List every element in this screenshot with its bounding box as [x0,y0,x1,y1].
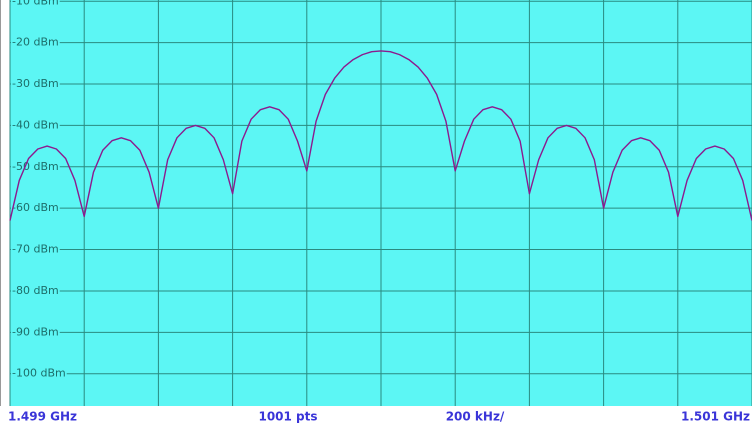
y-tick-label: -90 dBm [12,325,59,338]
y-tick-label: -50 dBm [12,160,59,173]
label-background [11,0,60,9]
label-background [11,77,60,92]
y-tick-label: -80 dBm [12,284,59,297]
label-background [11,201,60,216]
start-frequency: 1.499 GHz [8,410,77,424]
span-per-div: 200 kHz/ [446,410,505,424]
trace [9,50,752,221]
label-background [11,325,60,340]
y-tick-label: -60 dBm [12,201,59,214]
label-background [11,242,60,257]
label-background [11,35,60,50]
points: 1001 pts [258,410,317,424]
label-background [11,366,67,381]
y-tick-label: -30 dBm [12,77,59,90]
label-background [11,118,60,133]
y-tick-label: -100 dBm [12,367,66,380]
y-tick-label: -10 dBm [12,0,59,7]
y-tick-label: -40 dBm [12,118,59,131]
y-tick-label: -70 dBm [12,243,59,256]
label-background [11,283,60,298]
y-tick-label: -20 dBm [12,36,59,49]
stop-frequency: 1.501 GHz [681,410,750,424]
